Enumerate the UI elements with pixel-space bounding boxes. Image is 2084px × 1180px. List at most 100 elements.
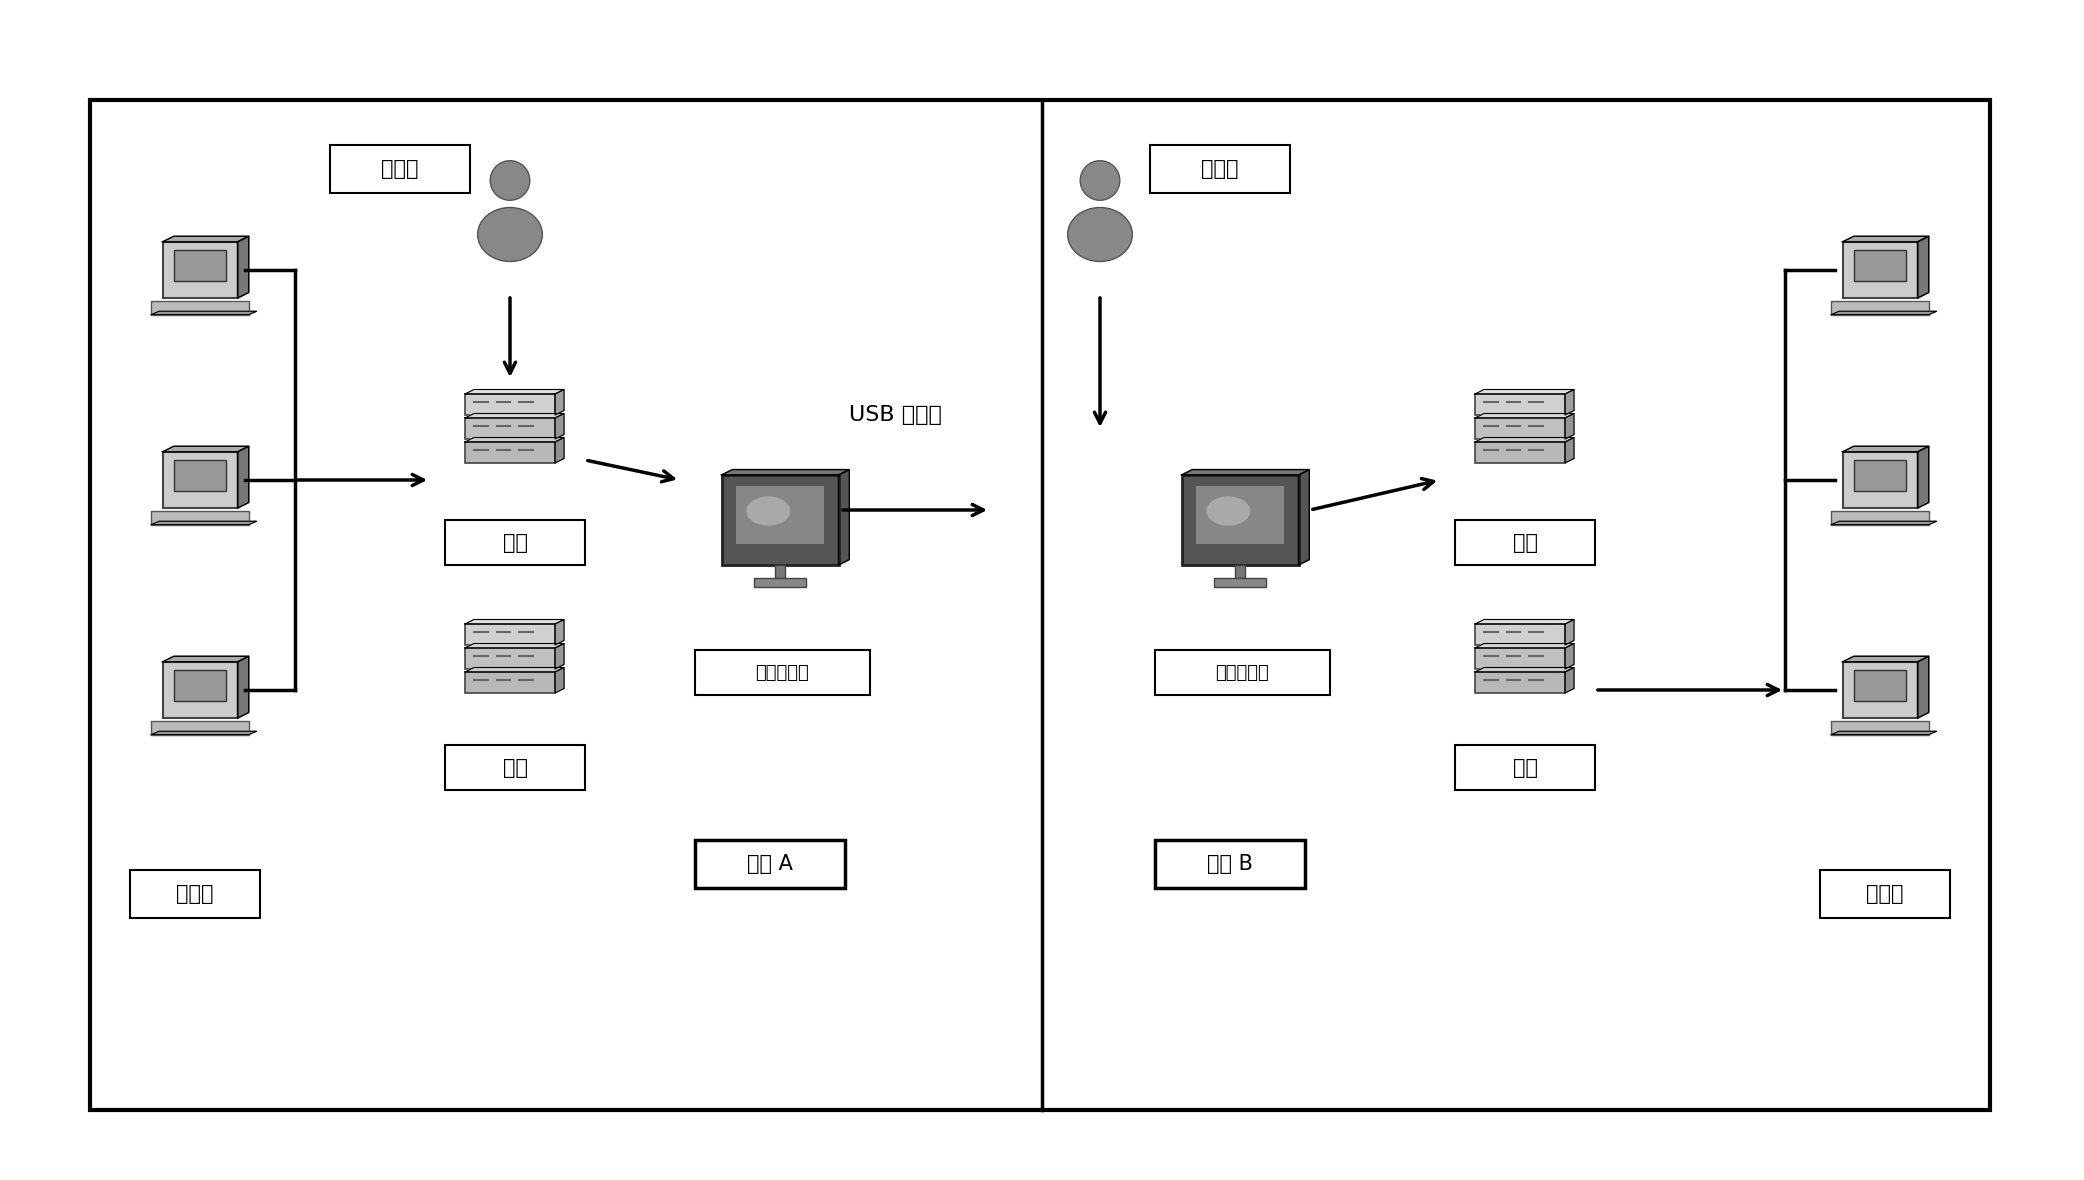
Polygon shape <box>1565 438 1573 463</box>
Bar <box>465 442 554 463</box>
Polygon shape <box>1842 656 1930 662</box>
Polygon shape <box>554 643 565 669</box>
Bar <box>163 662 238 719</box>
Bar <box>1236 565 1244 577</box>
Polygon shape <box>1298 470 1309 565</box>
Text: 传输服务器: 传输服务器 <box>754 664 809 682</box>
Bar <box>1842 452 1917 509</box>
Bar <box>1475 418 1565 439</box>
Polygon shape <box>554 620 565 645</box>
Bar <box>446 520 586 565</box>
Polygon shape <box>1565 389 1573 415</box>
Text: 发送: 发送 <box>1513 533 1538 553</box>
Text: 网络 A: 网络 A <box>746 854 792 874</box>
Ellipse shape <box>1067 208 1132 262</box>
Bar <box>721 476 838 565</box>
Polygon shape <box>1565 413 1573 439</box>
Text: 网络 B: 网络 B <box>1207 854 1252 874</box>
Bar <box>329 145 471 194</box>
Polygon shape <box>1475 668 1573 671</box>
Bar <box>129 870 260 918</box>
Bar <box>694 650 869 695</box>
Polygon shape <box>163 446 248 452</box>
Bar <box>754 577 807 586</box>
Text: 发送: 发送 <box>502 533 527 553</box>
Text: 传输服务器: 传输服务器 <box>1215 664 1269 682</box>
Bar <box>775 565 786 577</box>
Ellipse shape <box>490 160 529 201</box>
Bar <box>90 100 1990 1110</box>
Bar <box>152 301 248 315</box>
Polygon shape <box>1917 656 1930 719</box>
Polygon shape <box>1475 620 1573 624</box>
Text: USB 专用线: USB 专用线 <box>848 405 942 425</box>
Polygon shape <box>1917 446 1930 509</box>
Bar <box>163 452 238 509</box>
Text: 接收: 接收 <box>502 758 527 778</box>
Bar <box>465 624 554 645</box>
Bar <box>1455 520 1594 565</box>
Bar <box>163 242 238 299</box>
Bar <box>173 250 227 281</box>
Polygon shape <box>465 643 565 648</box>
Polygon shape <box>163 656 248 662</box>
Text: 客户端: 客户端 <box>177 884 215 904</box>
Bar <box>465 394 554 415</box>
Polygon shape <box>1565 668 1573 693</box>
Polygon shape <box>1475 413 1573 418</box>
Bar <box>1842 662 1917 719</box>
Polygon shape <box>1842 236 1930 242</box>
Polygon shape <box>238 656 248 719</box>
Polygon shape <box>554 413 565 439</box>
Bar <box>465 648 554 669</box>
Polygon shape <box>238 236 248 299</box>
Bar <box>1475 648 1565 669</box>
Bar <box>1855 250 1907 281</box>
Polygon shape <box>152 312 256 315</box>
Polygon shape <box>554 668 565 693</box>
Polygon shape <box>1475 643 1573 648</box>
Polygon shape <box>1565 620 1573 645</box>
Bar <box>173 460 227 491</box>
Polygon shape <box>465 438 565 442</box>
Bar <box>152 721 248 735</box>
Bar <box>1475 671 1565 693</box>
Ellipse shape <box>1080 160 1119 201</box>
Bar <box>1832 301 1930 315</box>
Bar <box>1155 840 1305 889</box>
Polygon shape <box>1565 643 1573 669</box>
Bar <box>1832 511 1930 525</box>
Bar <box>1475 394 1565 415</box>
Bar <box>1819 870 1951 918</box>
Bar <box>1475 624 1565 645</box>
Bar <box>694 840 844 889</box>
Polygon shape <box>152 732 256 735</box>
Bar <box>1150 145 1290 194</box>
Polygon shape <box>1475 438 1573 442</box>
Bar <box>1182 476 1298 565</box>
Bar <box>1475 442 1565 463</box>
Bar <box>1842 242 1917 299</box>
Text: 客户端: 客户端 <box>1867 884 1905 904</box>
Bar <box>1455 745 1594 789</box>
Polygon shape <box>465 413 565 418</box>
Polygon shape <box>721 470 850 476</box>
Polygon shape <box>554 389 565 415</box>
Bar <box>1196 486 1284 544</box>
Text: 管理员: 管理员 <box>1200 159 1238 179</box>
Polygon shape <box>1917 236 1930 299</box>
Ellipse shape <box>746 497 790 525</box>
Ellipse shape <box>477 208 542 262</box>
Bar <box>1213 577 1267 586</box>
Polygon shape <box>163 236 248 242</box>
Polygon shape <box>465 389 565 394</box>
Polygon shape <box>1832 732 1936 735</box>
Bar <box>465 671 554 693</box>
Polygon shape <box>554 438 565 463</box>
Bar <box>152 511 248 525</box>
Bar <box>1855 670 1907 701</box>
Bar <box>173 670 227 701</box>
Bar <box>1155 650 1330 695</box>
Polygon shape <box>1842 446 1930 452</box>
Ellipse shape <box>1207 497 1250 525</box>
